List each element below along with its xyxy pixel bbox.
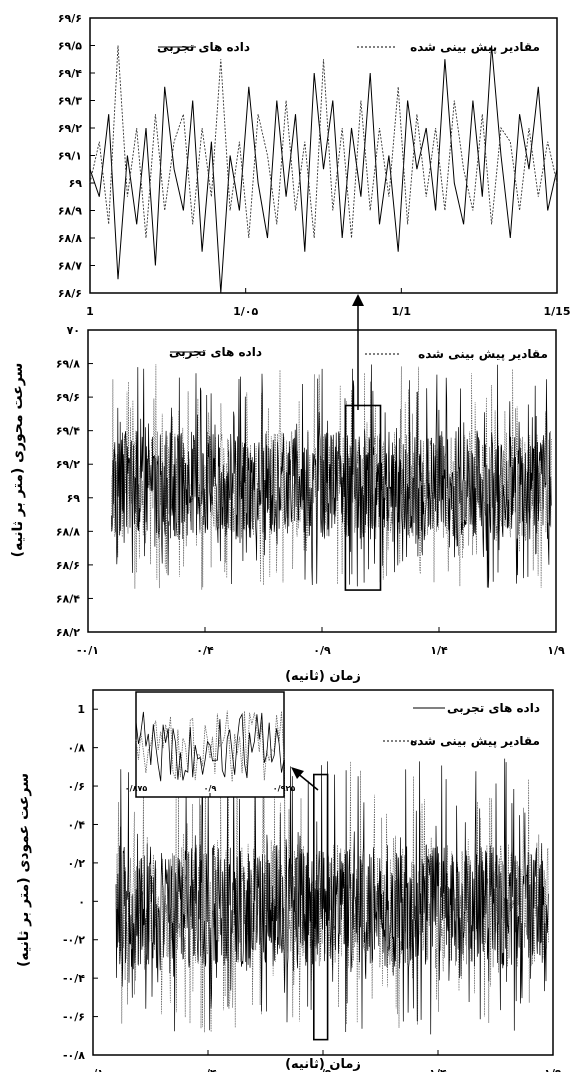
middle-legend-experimental-label: داده های تجربی [169, 345, 262, 359]
bottom-y-tick-label: ۰/۴ [68, 818, 86, 831]
bottom-y-tick-label: ۰ [78, 895, 85, 908]
top-y-tick-label: ۶۹ [69, 177, 83, 190]
bottom-x-tick-label: ۰/۴ [199, 1067, 217, 1072]
top-y-tick-label: ۶۹/۳ [58, 95, 82, 108]
top-x-tick-label: 1/1 [392, 305, 411, 318]
middle-x-tick-label: ۰/۹ [313, 644, 331, 657]
zoom-arrow-head [352, 294, 364, 306]
top-y-tick-label: ۶۸/۷ [58, 260, 82, 273]
top-x-tick-label: 1/15 [544, 305, 571, 318]
middle-legend-predicted-label: مقادیر پیش بینی شده [418, 347, 548, 361]
top-chart: ۶۸/۶ ۶۸/۷ ۶۸/۸ ۶۸/۹ ۶۹ ۶۹/۱ ۶۹/۲ ۶۹/۳ ۶۹/۴ ۶۹/۵ ۶۹… [58, 12, 571, 318]
bottom-y-tick-label: ۰/۸ [68, 742, 86, 755]
top-x-tick-label: 1 [86, 305, 94, 318]
inset-series-predicted-line [135, 710, 285, 782]
bottom-x-tick-label: -۰/۱ [82, 1067, 104, 1072]
top-y-tick-label: ۶۸/۹ [58, 205, 82, 218]
middle-chart: ۶۸/۲ ۶۸/۴ ۶۸/۶ ۶۸/۸ ۶۹ ۶۹/۲ ۶۹/۴ ۶۹/۶ ۶۹/۸ ۷۰ -۰/… [10, 324, 565, 684]
inset-series-experimental-line [135, 711, 285, 782]
middle-y-tick-label: ۷۰ [67, 324, 80, 337]
top-series-predicted-line [89, 45, 558, 239]
middle-x-tick-label: ۰/۴ [196, 644, 214, 657]
inset-x-tick-label: ۰/۹۲۵ [273, 784, 296, 793]
bottom-highlight-box [312, 773, 329, 1041]
bottom-y-tick-label: ۰/۶ [68, 780, 85, 793]
middle-x-tick-label: -۰/۱ [77, 644, 99, 657]
top-y-tick-label: ۶۹/۲ [58, 122, 82, 135]
middle-y-tick-label: ۶۸/۶ [56, 559, 80, 572]
middle-y-tick-label: ۶۸/۸ [56, 525, 80, 538]
middle-y-tick-label: ۶۹/۴ [56, 425, 80, 438]
middle-y-tick-label: ۶۹/۸ [56, 358, 80, 371]
bottom-x-tick-label: ۱/۹ [544, 1067, 562, 1072]
bottom-chart: -۰/۸ -۰/۶ -۰/۴ -۰/۲ ۰ ۰/۲ ۰/۴ ۰/۶ ۰/۸ 1 -۰/۱ ۰/۴ ۰/… [16, 689, 562, 1076]
bottom-y-tick-label: ۰/۲ [68, 857, 86, 870]
bottom-y-tick-label: -۰/۸ [63, 1049, 85, 1062]
middle-x-axis-title: زمان (ثانیه) [285, 669, 361, 684]
middle-x-tick-label: ۱/۴ [430, 644, 448, 657]
bottom-legend-experimental-label: داده های تجربی [447, 701, 540, 715]
inset-x-tick-label: ۰/۹ [204, 784, 217, 793]
middle-y-tick-label: ۶۹ [67, 492, 81, 505]
top-series-experimental-line [89, 45, 558, 294]
bottom-y-tick-label: -۰/۲ [63, 934, 85, 947]
middle-y-tick-label: ۶۹/۶ [56, 391, 80, 404]
inset-arrow-head [291, 767, 304, 779]
top-y-tick-label: ۶۹/۵ [58, 40, 82, 53]
middle-x-tick-label: ۱/۹ [547, 644, 565, 657]
bottom-y-tick-label: -۰/۴ [63, 972, 85, 985]
top-y-tick-label: ۶۸/۶ [58, 287, 82, 300]
bottom-inset: ۰/۸۷۵ ۰/۹ ۰/۹۲۵ [125, 691, 296, 798]
top-y-tick-label: ۶۹/۴ [58, 67, 82, 80]
bottom-x-axis-title: زمان (ثانیه) [285, 1057, 361, 1072]
top-x-tick-label: 1/۰۵ [233, 305, 258, 318]
middle-y-axis-title: سرعت محوری (متر بر ثانیه) [10, 363, 26, 558]
bottom-y-axis-title: سرعت عمودی (متر بر ثانیه) [16, 773, 32, 967]
top-y-tick-label: ۶۹/۶ [58, 12, 82, 25]
bottom-y-tick-label: -۰/۶ [63, 1011, 85, 1024]
middle-series-experimental-line [111, 364, 552, 588]
bottom-series-experimental-line [115, 757, 549, 1035]
middle-y-tick-label: ۶۸/۴ [56, 592, 80, 605]
bottom-legend-predicted-label: مقادیر پیش بینی شده [410, 734, 540, 748]
inset-x-tick-label: ۰/۸۷۵ [125, 784, 148, 793]
top-legend-experimental-label: داده های تجربی [157, 40, 250, 54]
top-y-tick-label: ۶۹/۱ [58, 150, 82, 163]
top-legend-predicted-label: مقادیر پیش بینی شده [410, 40, 540, 54]
bottom-y-tick-label: 1 [77, 703, 85, 716]
top-y-tick-label: ۶۸/۸ [58, 232, 82, 245]
middle-highlight-box [344, 404, 382, 591]
middle-y-tick-label: ۶۸/۲ [56, 626, 80, 639]
middle-y-tick-label: ۶۹/۲ [56, 458, 80, 471]
bottom-x-tick-label: ۱/۴ [429, 1067, 447, 1072]
